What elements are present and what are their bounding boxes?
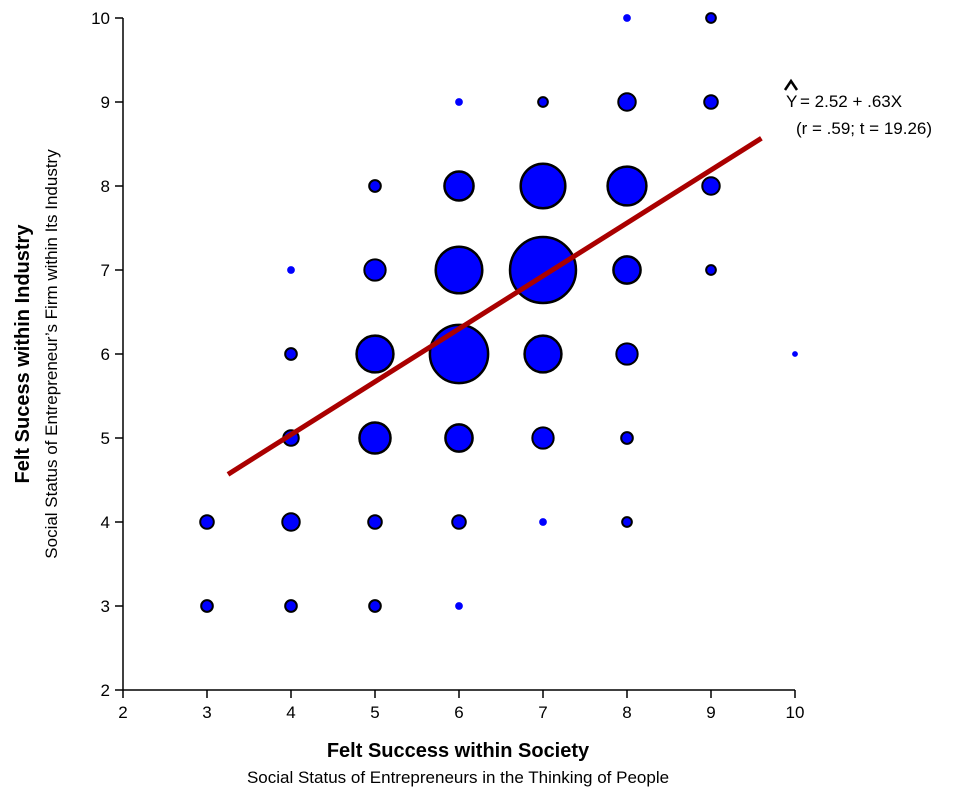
hat-icon: [783, 78, 799, 91]
x-axis-ticks: 2 3 4 5 6 7 8 9 10: [118, 690, 804, 722]
y-tick-label: 9: [101, 93, 110, 112]
bubble-point: [623, 14, 631, 22]
y-tick-label: 10: [91, 9, 110, 28]
bubble-point: [519, 162, 567, 210]
y-axis-subtitle: Social Status of Entrepreneur’s Firm wit…: [42, 149, 61, 559]
y-tick-label: 6: [101, 345, 110, 364]
bubble-point: [284, 599, 298, 613]
x-tick-label: 10: [786, 703, 805, 722]
bubble-point: [701, 176, 721, 196]
regression-line: [226, 136, 763, 477]
bubble-point: [703, 94, 719, 110]
bubble-point: [368, 599, 382, 613]
bubble-series: [199, 12, 798, 613]
bubble-point: [358, 421, 392, 455]
x-axis-title: Felt Success within Society: [327, 740, 590, 762]
regression-equation: = 2.52 + .63X: [800, 92, 902, 111]
y-axis-ticks: 2 3 4 5 6 7 8 9 10: [91, 9, 123, 700]
x-tick-label: 8: [622, 703, 631, 722]
bubble-point: [606, 165, 648, 207]
bubble-point: [455, 98, 463, 106]
bubble-point: [705, 264, 717, 276]
bubble-point: [428, 323, 490, 385]
bubble-point: [281, 512, 301, 532]
x-tick-label: 6: [454, 703, 463, 722]
bubble-point: [621, 516, 633, 528]
bubble-point: [705, 12, 717, 24]
y-tick-label: 5: [101, 429, 110, 448]
bubble-point: [368, 179, 382, 193]
regression-stats: (r = .59; t = 19.26): [796, 119, 932, 138]
bubble-point: [617, 92, 637, 112]
bubble-point: [523, 334, 563, 374]
bubble-point: [537, 96, 549, 108]
y-tick-label: 4: [101, 513, 110, 532]
bubble-point: [287, 266, 295, 274]
bubble-point: [443, 170, 475, 202]
x-axis-subtitle: Social Status of Entrepreneurs in the Th…: [247, 768, 669, 787]
y-tick-label: 7: [101, 261, 110, 280]
x-tick-label: 7: [538, 703, 547, 722]
bubble-point: [199, 514, 215, 530]
x-tick-label: 5: [370, 703, 379, 722]
bubble-point: [367, 514, 383, 530]
bubble-point: [434, 245, 484, 295]
bubble-point: [284, 347, 298, 361]
bubble-point: [451, 514, 467, 530]
x-tick-label: 3: [202, 703, 211, 722]
bubble-point: [615, 342, 639, 366]
x-tick-label: 2: [118, 703, 127, 722]
bubble-point: [355, 334, 395, 374]
bubble-point: [792, 351, 798, 357]
bubble-point: [455, 602, 463, 610]
y-tick-label: 3: [101, 597, 110, 616]
x-tick-label: 4: [286, 703, 295, 722]
y-axis-title: Felt Sucess within Industry: [12, 224, 34, 484]
x-tick-label: 9: [706, 703, 715, 722]
bubble-point: [200, 599, 214, 613]
bubble-point: [363, 258, 387, 282]
bubble-point: [539, 518, 547, 526]
y-tick-label: 8: [101, 177, 110, 196]
y-tick-label: 2: [101, 681, 110, 700]
regression-y-hat: Y: [786, 92, 797, 111]
bubble-point: [444, 423, 474, 453]
bubble-point: [612, 255, 642, 285]
bubble-point: [531, 426, 555, 450]
bubble-point: [620, 431, 634, 445]
regression-annotation: Y = 2.52 + .63X (r = .59; t = 19.26): [783, 78, 932, 138]
